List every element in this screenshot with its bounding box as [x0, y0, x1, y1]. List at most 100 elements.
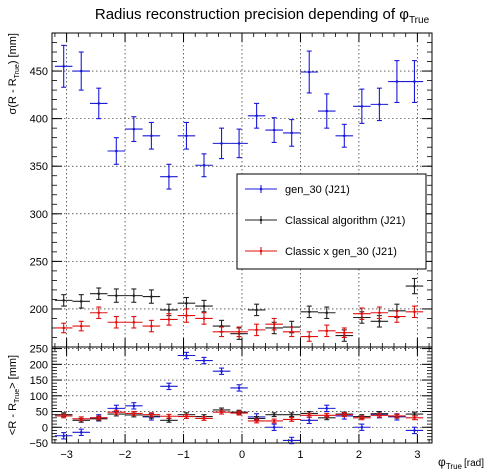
y-tick-label: 300 — [30, 209, 48, 221]
series-1 — [54, 351, 424, 445]
data-point — [335, 123, 354, 148]
data-point — [125, 116, 143, 143]
top-y-ticks: 200 250 300 350 400 450 — [30, 32, 432, 348]
chart-title: Radius reconstruction precision dependin… — [95, 6, 430, 26]
data-point — [353, 423, 371, 431]
legend-label: Classic x gen_30 (J21) — [285, 246, 397, 258]
y-tick-label: 200 — [30, 359, 48, 371]
legend-entry-3: Classic x gen_30 (J21) — [245, 246, 397, 258]
legend-label: gen_30 (J21) — [285, 184, 350, 196]
data-point — [370, 315, 389, 328]
data-point — [405, 277, 424, 295]
data-point — [125, 288, 143, 303]
data-point — [265, 423, 283, 431]
y-tick-label: 150 — [30, 375, 48, 387]
data-point — [318, 306, 336, 320]
data-point — [230, 128, 248, 159]
data-point — [54, 413, 73, 419]
data-point — [318, 93, 336, 129]
data-point — [405, 426, 424, 435]
y-tick-label: −50 — [29, 438, 48, 450]
title-main: Radius reconstruction precision dependin… — [95, 6, 409, 23]
data-point — [177, 121, 196, 150]
bottom-y-axis-label: <R - RTrue> [mm] — [7, 355, 21, 435]
bottom-y-ticks: −50 0 50 100 150 200 250 — [29, 344, 432, 450]
data-point — [265, 412, 283, 418]
legend-entry-1: gen_30 (J21) — [245, 184, 350, 196]
data-point — [72, 320, 90, 332]
data-point — [54, 294, 73, 307]
top-y-axis-label: σ(R - RTrue) [mm] — [7, 33, 21, 114]
data-point — [142, 289, 161, 304]
x-tick-label: 3 — [414, 449, 420, 461]
y-tick-label: 250 — [30, 344, 48, 356]
data-point — [160, 382, 178, 391]
data-point — [72, 416, 90, 422]
data-point — [54, 432, 73, 440]
data-point — [388, 413, 406, 419]
bottom-series — [54, 351, 424, 445]
data-point — [230, 326, 248, 338]
data-point — [230, 384, 248, 392]
data-point — [265, 418, 283, 424]
data-point — [72, 51, 90, 91]
data-point — [300, 305, 318, 319]
y-tick-label: 350 — [30, 161, 48, 173]
data-point — [370, 87, 389, 122]
y-tick-label: 100 — [30, 391, 48, 403]
data-point — [282, 412, 301, 418]
data-point — [318, 412, 336, 418]
data-point — [300, 50, 318, 94]
data-point — [195, 416, 213, 421]
data-point — [195, 312, 213, 325]
data-point — [125, 316, 143, 329]
data-point — [160, 163, 178, 190]
data-point — [90, 87, 108, 120]
data-point — [247, 323, 266, 337]
legend-entry-2: Classical algorithm (J21) — [245, 215, 405, 227]
y-tick-label: 450 — [30, 66, 48, 78]
data-point — [282, 326, 301, 338]
top-series — [54, 44, 424, 342]
data-point — [282, 119, 301, 147]
data-point — [195, 299, 213, 313]
bottom-grid — [52, 347, 432, 444]
y-tick-label: 250 — [30, 256, 48, 268]
data-point — [370, 306, 389, 320]
data-point — [370, 412, 389, 418]
x-tick-label: −2 — [119, 449, 132, 461]
data-point — [405, 411, 424, 417]
bottom-panel: −50 0 50 100 150 200 250 <R - RTrue> [mm] — [7, 344, 433, 450]
data-point — [388, 310, 406, 323]
series-3 — [54, 305, 424, 342]
data-point — [282, 436, 301, 445]
data-point — [54, 322, 73, 334]
data-point — [405, 60, 424, 104]
x-tick-label: 0 — [239, 449, 245, 461]
data-point — [160, 417, 178, 423]
data-point — [195, 356, 213, 365]
data-point — [212, 127, 231, 160]
y-tick-label: 0 — [42, 422, 48, 434]
data-point — [318, 404, 336, 413]
data-point — [405, 305, 424, 319]
data-point — [195, 153, 213, 178]
data-point — [212, 326, 231, 338]
x-tick-label: 1 — [297, 449, 303, 461]
legend-label: Classical algorithm (J21) — [285, 215, 405, 227]
data-point — [72, 428, 90, 436]
y-tick-label: 400 — [30, 114, 48, 126]
data-point — [335, 327, 354, 339]
data-point — [90, 287, 108, 300]
data-point — [142, 319, 161, 333]
data-point — [318, 324, 336, 338]
title-subscript: True — [409, 15, 430, 26]
data-point — [300, 331, 318, 342]
x-tick-label: −3 — [60, 449, 73, 461]
data-point — [107, 288, 126, 303]
data-point — [353, 88, 371, 124]
data-point — [160, 313, 178, 326]
y-tick-label: 200 — [30, 304, 48, 316]
